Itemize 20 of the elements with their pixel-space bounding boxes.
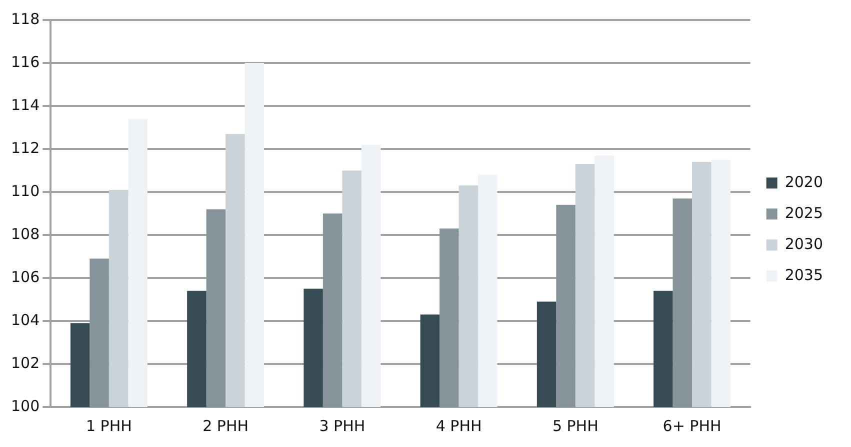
y-tick-label: 106: [10, 268, 40, 286]
x-tick-label: 4 PHH: [436, 416, 482, 435]
y-tick-label: 104: [10, 310, 40, 329]
y-tick-label: 100: [10, 396, 40, 415]
x-tick-label: 2 PHH: [202, 416, 249, 435]
y-tick-label: 114: [10, 96, 40, 114]
x-tick-label: 5 PHH: [552, 416, 598, 435]
y-tick-label: 102: [10, 354, 40, 372]
y-tick-label: 118: [10, 10, 40, 28]
x-tick-label: 3 PHH: [319, 416, 366, 435]
x-tick-label: 1 PHH: [86, 416, 132, 435]
legend-label: 2035: [784, 266, 824, 284]
legend-label: 2030: [784, 234, 824, 253]
y-tick-label: 116: [10, 52, 40, 71]
x-tick-label: 6+ PHH: [662, 416, 722, 435]
legend-label: 2025: [784, 204, 824, 222]
legend-label: 2020: [784, 172, 824, 191]
y-tick-label: 112: [10, 138, 40, 157]
y-tick-label: 110: [10, 182, 40, 200]
y-tick-label: 108: [10, 224, 40, 243]
